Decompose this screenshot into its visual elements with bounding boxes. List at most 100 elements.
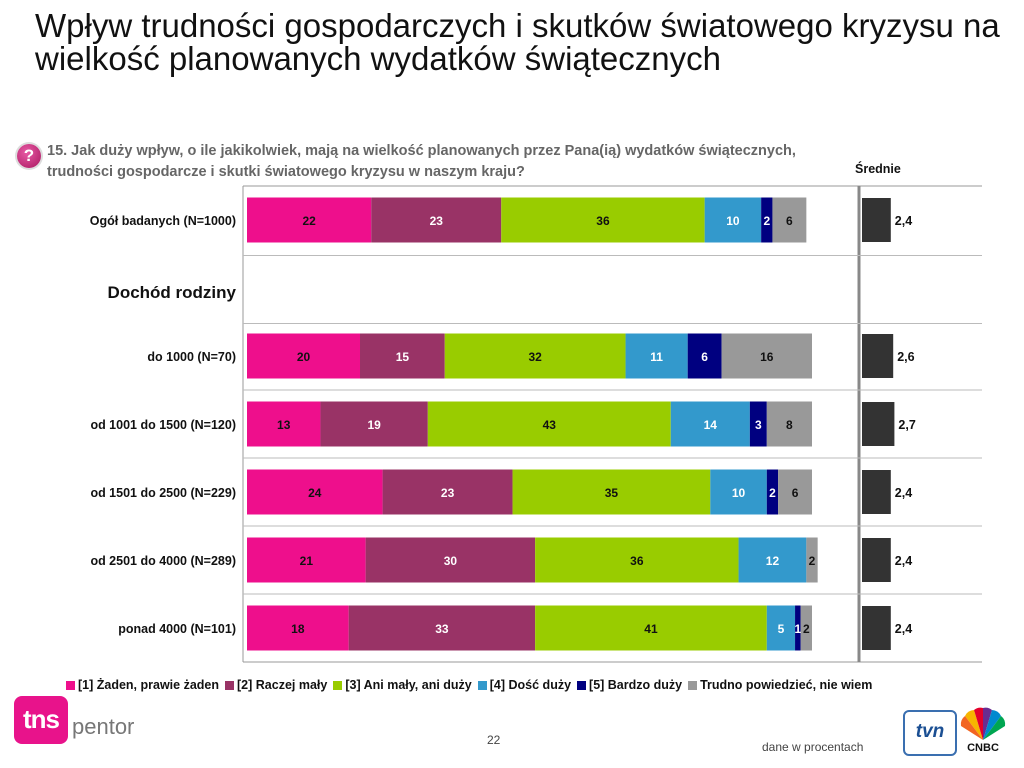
bar-value-label: 1	[795, 622, 802, 636]
category-label: od 1501 do 2500 (N=229)	[90, 486, 236, 500]
bar-value-label: 20	[297, 350, 311, 364]
legend-label: [2] Raczej mały	[237, 678, 328, 692]
bar-segment	[427, 401, 671, 447]
bar-value-label: 8	[786, 418, 793, 432]
pentor-logo-text: pentor	[72, 714, 135, 739]
tvn-logo: tvn	[903, 710, 957, 756]
bar-value-label: 14	[704, 418, 718, 432]
bar-segment	[749, 401, 767, 447]
peacock-icon	[960, 707, 1006, 740]
category-label: ponad 4000 (N=101)	[118, 622, 236, 636]
bar-segment	[738, 537, 807, 583]
bar-value-label: 2	[769, 486, 776, 500]
legend-swatch	[477, 680, 487, 690]
bar-segment	[772, 197, 807, 243]
bar-segment	[382, 469, 513, 515]
bar-segment	[800, 605, 812, 651]
bar-value-label: 2	[803, 622, 810, 636]
bar-segment	[512, 469, 711, 515]
bar-segment	[501, 197, 705, 243]
bar-segment	[535, 537, 739, 583]
bar-segment	[360, 333, 445, 379]
bar-value-label: 10	[726, 214, 740, 228]
bar-segment	[766, 401, 812, 447]
average-value-label: 2,4	[895, 486, 912, 500]
legend-label: [4] Dość duży	[489, 678, 572, 692]
data-note: dane w procentach	[762, 740, 864, 754]
section-header-label: Dochód rodziny	[108, 283, 237, 302]
bar-value-label: 43	[543, 418, 557, 432]
bar-segment	[247, 605, 349, 651]
average-value-label: 2,6	[897, 350, 914, 364]
averages-header: Średnie	[855, 162, 901, 176]
chart-legend: [1] Żaden, prawie żaden [2] Raczej mały [3…	[66, 678, 872, 692]
bar-segment	[247, 333, 360, 379]
legend-item: Trudno powiedzieć, nie wiem	[688, 678, 872, 692]
average-value-label: 2,4	[895, 622, 912, 636]
legend-swatch	[688, 680, 698, 690]
category-label: do 1000 (N=70)	[147, 350, 236, 364]
cnbc-logo: CNBC	[957, 706, 1009, 756]
bar-value-label: 16	[760, 350, 774, 364]
average-value-label: 2,7	[898, 418, 915, 432]
legend-item: [3] Ani mały, ani duży	[333, 678, 472, 692]
average-bar	[862, 470, 891, 514]
bar-value-label: 5	[778, 622, 785, 636]
bar-segment	[371, 197, 502, 243]
legend-swatch	[577, 680, 587, 690]
question-icon: ?	[17, 144, 41, 168]
category-label: Ogół badanych (N=1000)	[90, 214, 236, 228]
average-value-label: 2,4	[895, 214, 912, 228]
page-title: Wpływ trudności gospodarczych i skutków …	[35, 7, 1000, 77]
cnbc-logo-text: CNBC	[967, 742, 999, 754]
legend-label: [1] Żaden, prawie żaden	[78, 678, 220, 692]
page-number: 22	[487, 733, 501, 747]
bar-segment	[761, 197, 773, 243]
question-text: 15. Jak duży wpływ, o ile jakikolwiek, m…	[47, 143, 796, 180]
bar-segment	[766, 469, 779, 515]
bar-value-label: 23	[441, 486, 455, 500]
legend-label: Trudno powiedzieć, nie wiem	[700, 678, 873, 692]
bar-value-label: 13	[277, 418, 291, 432]
bar-value-label: 36	[596, 214, 610, 228]
bar-value-label: 2	[763, 214, 770, 228]
category-label: od 2501 do 4000 (N=289)	[90, 554, 236, 568]
legend-swatch	[333, 680, 343, 690]
bar-segment	[778, 469, 812, 515]
bar-segment	[710, 469, 767, 515]
bar-segment	[766, 605, 796, 651]
bar-value-label: 6	[792, 486, 799, 500]
bar-segment	[670, 401, 750, 447]
bar-segment	[535, 605, 767, 651]
average-bar	[862, 334, 894, 378]
bar-value-label: 18	[291, 622, 305, 636]
bar-segment	[444, 333, 626, 379]
average-bar	[862, 538, 891, 582]
legend-label: [3] Ani mały, ani duży	[345, 678, 472, 692]
bar-value-label: 36	[630, 554, 644, 568]
bar-value-label: 24	[308, 486, 322, 500]
bar-value-label: 2	[809, 554, 816, 568]
legend-item: [4] Dość duży	[477, 678, 572, 692]
legend-swatch	[66, 680, 75, 690]
category-label: od 1001 do 1500 (N=120)	[90, 418, 236, 432]
bar-segment	[247, 401, 321, 447]
tns-logo: tns	[14, 696, 68, 744]
bar-value-label: 21	[300, 554, 314, 568]
legend-item: [5] Bardzo duży	[577, 678, 682, 692]
bar-value-label: 41	[644, 622, 658, 636]
bar-value-label: 32	[528, 350, 542, 364]
bar-value-label: 3	[755, 418, 762, 432]
bar-segment	[806, 537, 818, 583]
bar-segment	[365, 537, 536, 583]
bar-segment	[247, 197, 372, 243]
bar-value-label: 35	[605, 486, 619, 500]
average-bar	[862, 198, 891, 242]
bar-value-label: 15	[396, 350, 410, 364]
bar-segment	[721, 333, 812, 379]
legend-item: [1] Żaden, prawie żaden	[66, 678, 219, 692]
bar-value-label: 6	[701, 350, 708, 364]
bar-value-label: 33	[435, 622, 449, 636]
legend-label: [5] Bardzo duży	[589, 678, 683, 692]
